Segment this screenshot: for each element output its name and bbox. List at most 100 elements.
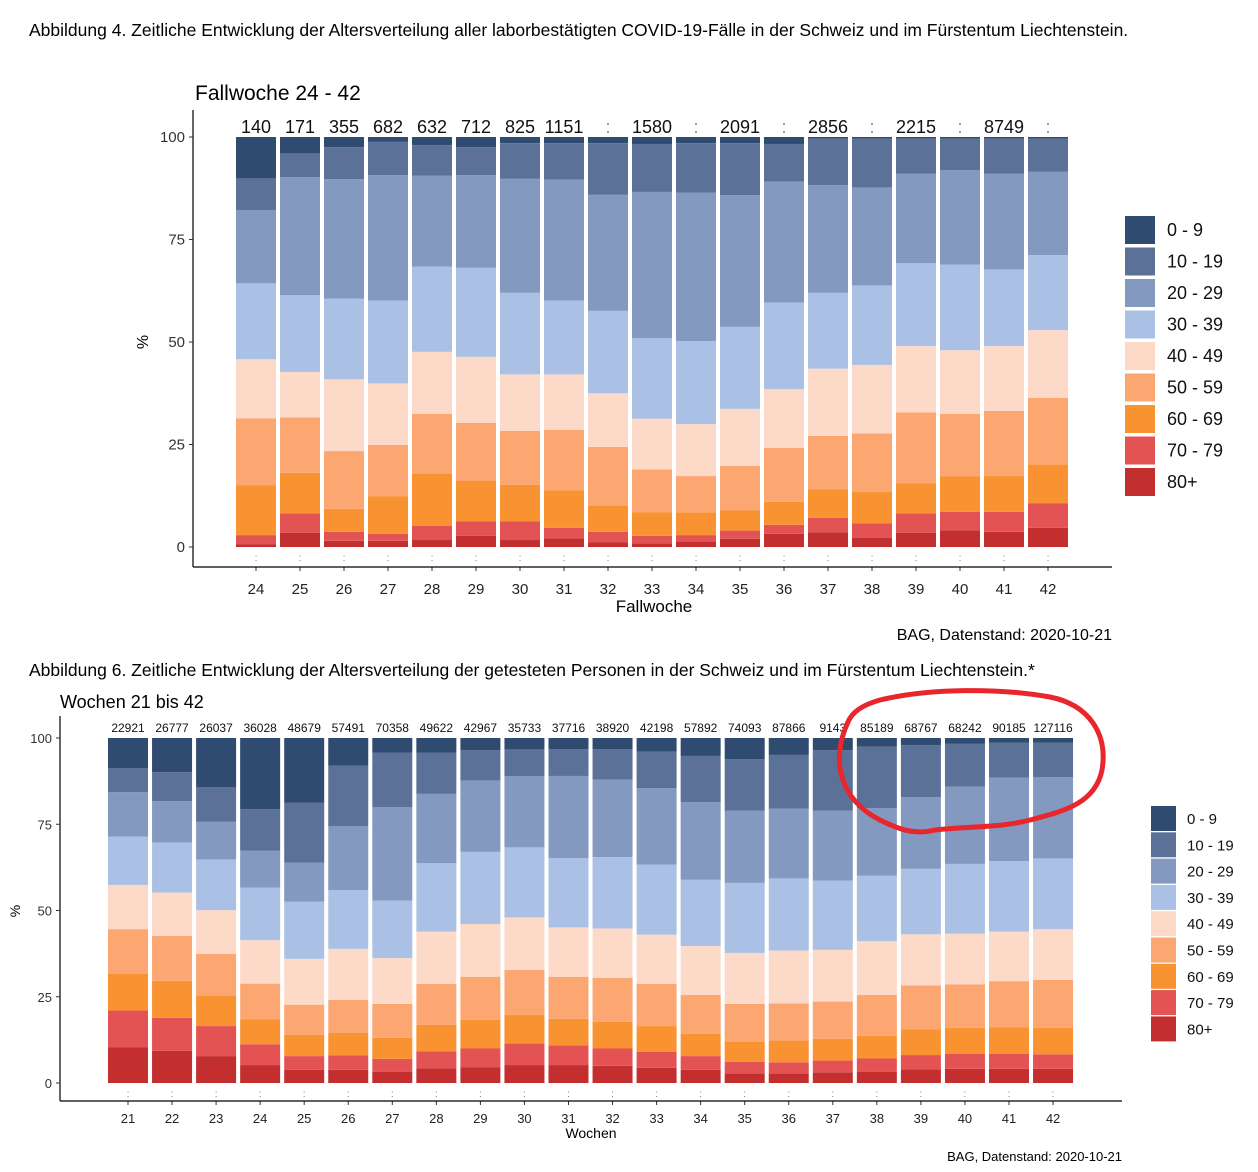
bar-segment-60-69-week-30 (504, 1015, 545, 1044)
dotted-marker: : (611, 1089, 614, 1100)
bar-segment-0-9-week-31 (548, 738, 589, 750)
bar-segment-0-9-week-41 (989, 738, 1029, 743)
bar-segment-50-59-week-39 (900, 985, 941, 1030)
bar-segment-60-69-week-31 (544, 490, 584, 528)
bar-segment-50-59-week-35 (724, 1003, 765, 1042)
bar-segment-30-39-week-32 (592, 857, 633, 929)
bar-segment-20-29-week-30 (500, 178, 540, 293)
bar-total-label: 90185 (992, 721, 1026, 735)
bar-segment-10-19-week-34 (676, 143, 716, 193)
bar-segment-60-69-week-38 (852, 492, 892, 524)
bar-total-label: 2091 (720, 117, 760, 137)
bar-segment-40-49-week-31 (544, 374, 584, 430)
bar-segment-20-29-week-42 (1028, 171, 1068, 256)
bar-total-label: 2856 (808, 117, 848, 137)
bar-segment-50-59-week-34 (676, 476, 716, 513)
y-tick-label: 50 (168, 334, 185, 351)
bar-segment-0-9-week-30 (504, 738, 545, 750)
chart2-caption: BAG, Datenstand: 2020-10-21 (947, 1149, 1122, 1164)
bar-segment-20-29-week-30 (504, 776, 545, 848)
bar-segment-70-79-week-36 (768, 1062, 809, 1074)
legend-label: 30 - 39 (1187, 890, 1234, 907)
bar-segment-40-49-week-39 (900, 934, 941, 986)
bar-segment-50-59-week-38 (852, 433, 892, 493)
legend-swatch (1151, 884, 1176, 910)
dotted-marker: : (875, 1089, 878, 1100)
bar-segment-30-39-week-42 (1033, 858, 1074, 930)
bar-segment-80plus-week-35 (720, 538, 760, 547)
bar-segment-20-29-week-36 (768, 808, 809, 879)
bar-segment-40-49-week-21 (108, 884, 148, 930)
bar-segment-30-39-week-24 (236, 283, 276, 360)
dotted-marker: : (915, 553, 918, 564)
bar-segment-0-9-week-28 (412, 137, 452, 146)
dotted-marker: : (435, 1089, 438, 1100)
bar-segment-50-59-week-30 (504, 969, 545, 1016)
chart2-plot: 21:2292122:2677723:2603724:3602825:48679… (30, 716, 1234, 1126)
x-tick-label: 29 (468, 581, 485, 598)
bar-segment-40-49-week-32 (592, 928, 633, 978)
dotted-marker: : (391, 1089, 394, 1100)
legend-swatch (1151, 911, 1176, 937)
bar-segment-0-9-week-34 (680, 738, 721, 756)
bar-total-label: 9143 (819, 721, 846, 735)
dotted-marker: : (259, 1089, 262, 1100)
bar-segment-60-69-week-40 (940, 476, 980, 512)
bar-segment-50-59-week-30 (500, 430, 540, 485)
chart1-y-axis-label: % (135, 335, 152, 349)
dotted-marker: : (387, 553, 390, 564)
dotted-marker: : (651, 553, 654, 564)
bar-segment-0-9-week-41 (984, 137, 1024, 139)
bar-segment-0-9-week-27 (368, 137, 408, 142)
figure-4-heading: Abbildung 4. Zeitliche Entwicklung der A… (29, 20, 1129, 40)
bar-segment-0-9-week-42 (1033, 738, 1074, 743)
x-tick-label: 42 (1040, 581, 1057, 598)
x-tick-label: 37 (820, 581, 837, 598)
bar-segment-70-79-week-36 (764, 524, 804, 534)
x-tick-label: 31 (556, 581, 573, 598)
bar-segment-20-29-week-28 (416, 793, 457, 864)
bar-segment-80plus-week-25 (280, 532, 320, 547)
bar-segment-60-69-week-40 (944, 1027, 985, 1054)
bar-segment-80plus-week-26 (324, 540, 364, 547)
dotted-marker: : (871, 553, 874, 564)
bar-segment-30-39-week-36 (764, 302, 804, 390)
bar-segment-20-29-week-27 (368, 175, 408, 301)
bar-segment-30-39-week-28 (412, 266, 452, 352)
bar-segment-30-39-week-36 (768, 878, 809, 951)
bar-segment-50-59-week-29 (460, 976, 501, 1020)
bar-segment-80plus-week-26 (328, 1069, 369, 1083)
dotted-marker: : (347, 1089, 350, 1100)
bar-segment-20-29-week-26 (324, 179, 364, 299)
legend-swatch (1125, 247, 1155, 276)
bar-segment-10-19-week-36 (764, 143, 804, 182)
bar-segment-80plus-week-22 (152, 1050, 193, 1083)
bar-segment-30-39-week-39 (900, 868, 941, 935)
bar-segment-0-9-week-35 (724, 738, 765, 760)
bar-segment-0-9-week-35 (720, 137, 760, 144)
bar-segment-80plus-week-28 (416, 1068, 457, 1083)
legend-swatch (1125, 342, 1155, 370)
bar-total-label: 2215 (896, 117, 936, 137)
bar-total-label: 35733 (508, 721, 542, 735)
bar-segment-70-79-week-21 (108, 1010, 148, 1048)
x-tick-label: 37 (826, 1111, 840, 1126)
x-tick-label: 32 (600, 581, 617, 598)
bar-total-label: 85189 (860, 721, 894, 735)
bar-segment-30-39-week-25 (280, 295, 320, 372)
bar-segment-70-79-week-30 (504, 1043, 545, 1066)
dotted-marker: : (831, 1089, 834, 1100)
legend-swatch (1125, 373, 1155, 402)
bar-segment-70-79-week-35 (720, 530, 760, 539)
bar-segment-40-49-week-24 (236, 359, 276, 419)
bar-segment-0-9-week-25 (280, 137, 320, 154)
bar-segment-0-9-week-38 (856, 738, 897, 747)
bar-segment-10-19-week-22 (152, 772, 193, 802)
legend-label: 50 - 59 (1167, 378, 1223, 398)
bar-segment-10-19-week-42 (1033, 742, 1074, 777)
bar-segment-70-79-week-39 (896, 513, 936, 533)
bar-segment-60-69-week-28 (412, 473, 452, 526)
bar-segment-20-29-week-37 (808, 184, 848, 293)
bar-segment-40-49-week-23 (196, 910, 237, 954)
bar-segment-40-49-week-35 (724, 952, 765, 1004)
